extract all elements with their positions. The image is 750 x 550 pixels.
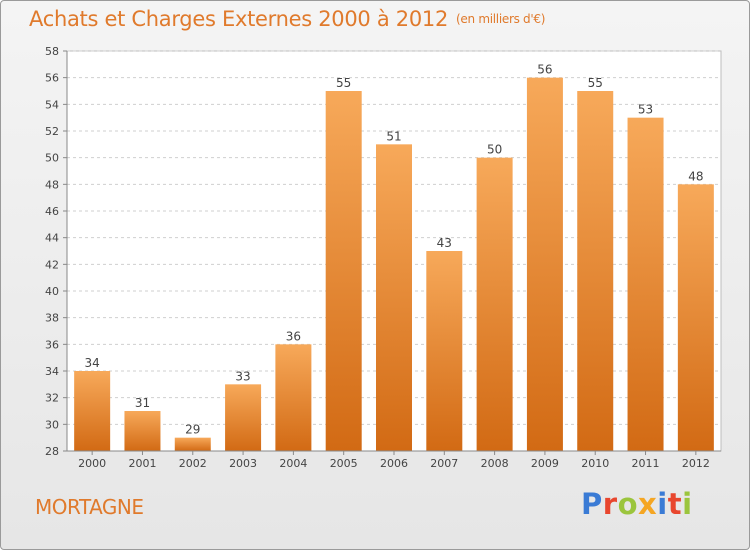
x-tick-label: 2002	[179, 457, 207, 470]
y-tick-label: 48	[45, 178, 59, 191]
logo-letter: r	[602, 487, 618, 521]
logo-letter: P	[581, 487, 603, 521]
data-label: 56	[537, 63, 552, 77]
x-tick-label: 2003	[229, 457, 257, 470]
bar	[174, 437, 211, 451]
y-tick-label: 52	[45, 125, 59, 138]
x-tick-label: 2011	[632, 457, 660, 470]
y-tick-label: 34	[45, 365, 59, 378]
x-tick-label: 2007	[430, 457, 458, 470]
y-tick-label: 46	[45, 205, 59, 218]
y-tick-label: 56	[45, 72, 59, 85]
data-label: 55	[336, 76, 351, 90]
bar	[225, 384, 262, 451]
bar	[426, 251, 463, 451]
y-tick-label: 32	[45, 392, 59, 405]
bar	[526, 77, 563, 452]
data-label: 34	[85, 356, 100, 370]
bar	[74, 371, 111, 451]
x-tick-label: 2004	[279, 457, 307, 470]
chart-title-main: Achats et Charges Externes 2000 à 2012	[29, 7, 449, 31]
x-tick-label: 2010	[581, 457, 609, 470]
data-label: 55	[588, 76, 603, 90]
bar	[376, 144, 412, 452]
logo-letter: i	[657, 487, 668, 521]
y-tick-label: 38	[45, 312, 59, 325]
location-name: MORTAGNE	[35, 495, 144, 519]
bar	[577, 91, 614, 451]
y-tick-label: 36	[45, 338, 59, 351]
data-label: 31	[135, 396, 150, 410]
y-tick-label: 54	[45, 98, 59, 111]
bar	[677, 184, 714, 452]
data-label: 48	[688, 169, 703, 183]
data-label: 33	[235, 369, 250, 383]
x-tick-label: 2012	[682, 457, 710, 470]
chart-title-unit: (en milliers d'€)	[456, 12, 546, 26]
bar	[476, 157, 513, 451]
bar	[627, 117, 664, 452]
x-tick-label: 2009	[531, 457, 559, 470]
y-tick-label: 58	[45, 45, 59, 58]
logo-letter: o	[617, 487, 639, 521]
x-tick-label: 2001	[128, 457, 156, 470]
y-tick-label: 50	[45, 152, 59, 165]
proxiti-logo[interactable]: Proxiti	[581, 487, 693, 521]
data-label: 43	[437, 236, 452, 250]
chart-title: Achats et Charges Externes 2000 à 2012 (e…	[29, 7, 545, 31]
bar	[275, 344, 312, 451]
x-tick-label: 2008	[481, 457, 509, 470]
logo-letter: i	[682, 487, 693, 521]
y-tick-label: 40	[45, 285, 59, 298]
y-tick-label: 44	[45, 232, 59, 245]
data-label: 29	[185, 423, 200, 437]
bar	[325, 91, 362, 451]
x-tick-label: 2000	[78, 457, 106, 470]
y-tick-label: 28	[45, 445, 59, 458]
logo-letter: x	[638, 487, 658, 521]
bar	[124, 411, 161, 451]
logo-letter: t	[667, 487, 683, 521]
y-tick-label: 42	[45, 258, 59, 271]
y-tick-label: 30	[45, 418, 59, 431]
data-label: 50	[487, 143, 502, 157]
x-tick-label: 2006	[380, 457, 408, 470]
data-label: 51	[386, 129, 401, 143]
data-label: 53	[638, 103, 653, 117]
data-label: 36	[286, 329, 301, 343]
x-tick-label: 2005	[330, 457, 358, 470]
